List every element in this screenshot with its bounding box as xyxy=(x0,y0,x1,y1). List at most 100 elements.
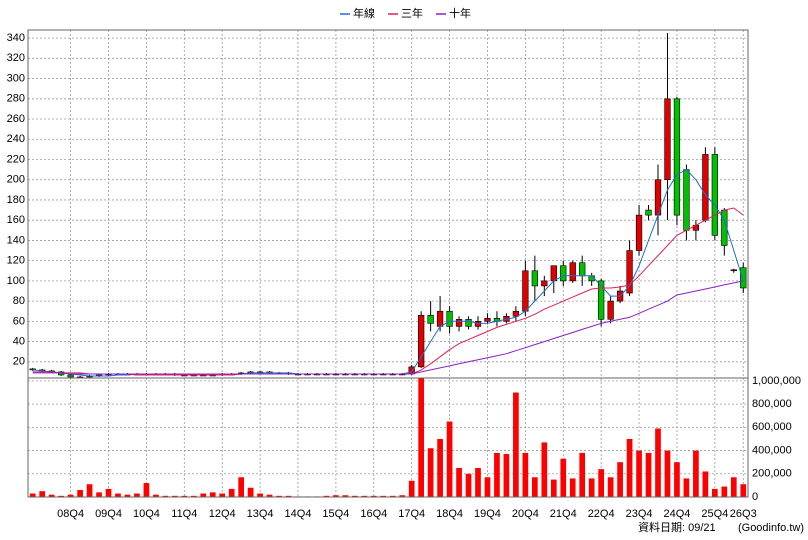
volume-bar xyxy=(285,495,292,497)
volume-bar xyxy=(181,495,188,497)
volume-bar xyxy=(67,494,74,497)
candle-body xyxy=(418,314,425,368)
x-tick-label: 25Q4 xyxy=(701,508,728,520)
volume-bar xyxy=(172,495,178,497)
volume-bar xyxy=(238,477,244,497)
candle-body xyxy=(67,374,74,378)
volume-bar xyxy=(247,487,254,497)
volume-bar xyxy=(190,495,197,497)
volume-bar xyxy=(730,477,737,497)
x-tick-label: 08Q4 xyxy=(57,508,84,520)
volume-bar xyxy=(607,477,614,497)
y-tick-label: 180 xyxy=(7,194,25,206)
y-tick-label: 0 xyxy=(752,491,758,503)
x-tick-label: 09Q4 xyxy=(95,508,122,520)
y-tick-label: 120 xyxy=(7,255,25,267)
volume-bar xyxy=(380,495,387,497)
candle-body xyxy=(683,169,690,231)
x-tick-label: 17Q4 xyxy=(398,508,425,520)
legend-label: 十年 xyxy=(449,6,471,20)
candle-body xyxy=(740,267,747,289)
volume-bar xyxy=(105,488,112,497)
x-tick-label: 22Q4 xyxy=(588,508,615,520)
candle-body xyxy=(730,269,737,272)
volume-bar xyxy=(228,488,235,497)
volume-bar xyxy=(200,493,207,497)
volume-bar xyxy=(257,493,263,497)
candle-body xyxy=(465,319,472,327)
volume-bar xyxy=(408,480,415,497)
volume-bar xyxy=(437,438,443,497)
x-tick-label: 13Q4 xyxy=(247,508,274,520)
volume-bar xyxy=(446,421,453,497)
volume-bar xyxy=(134,493,140,497)
candle-body xyxy=(569,262,576,282)
volume-bar xyxy=(276,495,282,497)
x-tick-label: 19Q4 xyxy=(474,508,501,520)
candle-body xyxy=(664,98,671,181)
candle-body xyxy=(541,280,548,287)
volume-bar xyxy=(674,462,680,497)
x-tick-label: 26Q3 xyxy=(730,508,757,520)
data-date: 資料日期: 09/21 xyxy=(638,520,716,534)
candle-body xyxy=(607,300,614,320)
y-tick-label: 220 xyxy=(7,153,25,165)
volume-bar xyxy=(702,471,709,497)
volume-bar xyxy=(569,478,576,497)
y-tick-label: 160 xyxy=(7,214,25,226)
volume-bar xyxy=(503,454,510,497)
volume-bar xyxy=(427,448,434,497)
volume-bar xyxy=(219,493,226,497)
candle-body xyxy=(436,310,444,327)
volume-bar xyxy=(712,488,718,497)
volume-bar xyxy=(418,378,424,497)
volume-bar xyxy=(617,462,623,497)
volume-bar xyxy=(370,495,377,497)
candle-body xyxy=(673,98,681,216)
x-tick-label: 24Q4 xyxy=(663,508,690,520)
volume-bar xyxy=(513,392,519,497)
volume-bar xyxy=(389,495,396,497)
volume-bar xyxy=(153,494,159,497)
volume-bar xyxy=(333,495,339,497)
y-tick-label: 140 xyxy=(7,234,25,246)
volume-bar xyxy=(456,467,462,497)
y-tick-label: 100 xyxy=(7,275,25,287)
candle-body xyxy=(711,154,718,236)
candle-body xyxy=(626,250,633,294)
volume-bar xyxy=(115,493,121,497)
candle-body xyxy=(512,310,520,317)
y-tick-label: 340 xyxy=(7,32,25,44)
candle-body xyxy=(522,270,529,312)
volume-bar xyxy=(636,450,642,497)
candle-body xyxy=(455,319,463,327)
volume-bar xyxy=(124,494,131,497)
volume-bar xyxy=(655,428,661,497)
volume-bar xyxy=(96,492,102,497)
candle-body xyxy=(645,209,652,216)
x-tick-label: 12Q4 xyxy=(209,508,236,520)
candle-body xyxy=(446,310,453,327)
volume-bar xyxy=(465,473,472,497)
y-tick-label: 200,000 xyxy=(752,468,792,480)
volume-bar xyxy=(626,438,633,497)
volume-bar xyxy=(475,467,481,497)
x-tick-label: 10Q4 xyxy=(133,508,160,520)
source: (Goodinfo.tw) xyxy=(738,522,804,534)
candle-body xyxy=(635,214,643,251)
candle-body xyxy=(531,270,538,287)
volume-bar xyxy=(77,490,83,497)
y-tick-label: 400,000 xyxy=(752,444,792,456)
x-tick-label: 23Q4 xyxy=(626,508,653,520)
candle-body xyxy=(427,314,434,324)
candle-body xyxy=(598,280,605,320)
volume-bar xyxy=(39,491,46,497)
x-tick-label: 18Q4 xyxy=(436,508,463,520)
x-tick-label: 20Q4 xyxy=(512,508,539,520)
volume-bar xyxy=(532,477,538,497)
plot-frame xyxy=(27,377,749,498)
volume-bar xyxy=(560,458,567,497)
x-tick-label: 21Q4 xyxy=(550,508,577,520)
volume-bar xyxy=(399,495,406,497)
